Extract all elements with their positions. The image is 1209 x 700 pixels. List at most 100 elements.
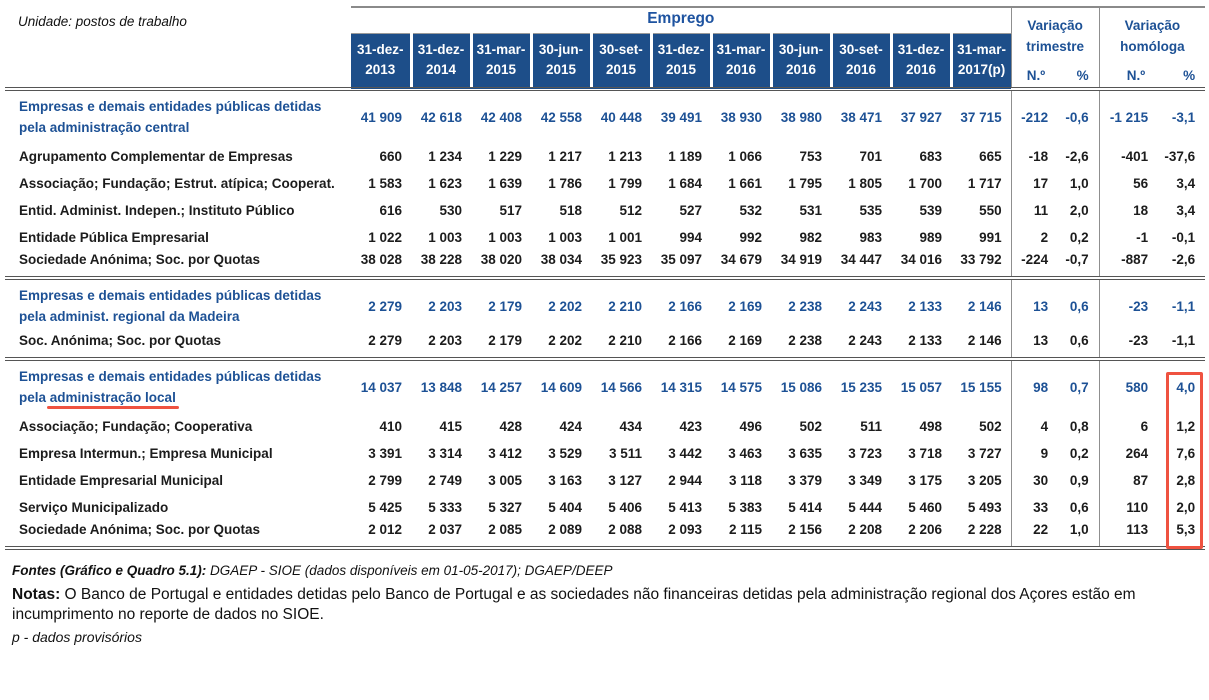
row-label-text: Empresas e demais entidades públicas det… bbox=[19, 369, 322, 405]
employment-value-cell: 616 bbox=[379, 203, 402, 218]
quarter-pct-cell: 0,6 bbox=[1069, 333, 1089, 348]
employment-value-cell: 2 169 bbox=[728, 333, 762, 348]
employment-value-cell: 3 718 bbox=[908, 446, 942, 461]
row-label: Sociedade Anónima; Soc. por Quotas bbox=[19, 522, 261, 537]
row-label: Soc. Anónima; Soc. por Quotas bbox=[19, 333, 222, 348]
quarter-pct-header: % bbox=[1057, 63, 1100, 91]
employment-value-cell: 34 016 bbox=[900, 252, 942, 267]
period-header-line: 2015 bbox=[665, 62, 697, 78]
employment-value-cell: 5 333 bbox=[428, 500, 462, 515]
employment-value-cell: 3 463 bbox=[728, 446, 762, 461]
employment-value-cell: 983 bbox=[859, 230, 882, 245]
employment-value-cell: 2 799 bbox=[368, 473, 402, 488]
variation-yoy-line2: homóloga bbox=[1120, 38, 1185, 54]
employment-value-cell: 512 bbox=[619, 203, 642, 218]
yoy-pct-cell: 4,0 bbox=[1157, 357, 1206, 413]
employment-value-cell: 423 bbox=[679, 419, 702, 434]
label-column-header bbox=[5, 7, 351, 91]
employment-value-cell: 410 bbox=[379, 419, 402, 434]
table-body: Empresas e demais entidades públicas det… bbox=[5, 87, 1206, 548]
employment-value-cell: 498 bbox=[919, 419, 942, 434]
yoy-n-cell: 264 bbox=[1098, 440, 1158, 467]
employment-value-cell: 2 085 bbox=[488, 522, 522, 537]
notes-label: Notas: bbox=[12, 586, 61, 603]
period-header-line: 31-mar- bbox=[957, 42, 1006, 58]
employment-value-cell: 991 bbox=[979, 230, 1002, 245]
yoy-n-cell: 580 bbox=[1098, 357, 1158, 413]
quarter-pct-cell: 0,7 bbox=[1057, 357, 1100, 413]
row-label: Empresas e demais entidades públicas det… bbox=[5, 357, 351, 413]
employment-value-cell: 5 414 bbox=[788, 500, 822, 515]
quarter-n-cell: 9 bbox=[1010, 440, 1058, 467]
employment-value-cell: 1 189 bbox=[668, 149, 702, 164]
sources-text: DGAEP - SIOE (dados disponíveis em 01-05… bbox=[206, 563, 613, 578]
employment-value-cell: 428 bbox=[499, 419, 522, 434]
employment-value-cell: 5 406 bbox=[608, 500, 642, 515]
data-row: Agrupamento Complementar de Empresas 660 1… bbox=[5, 143, 1205, 170]
employment-value-cell: 665 bbox=[979, 149, 1002, 164]
quarter-n-cell: 13 bbox=[1010, 332, 1058, 359]
yoy-n-cell: -23 bbox=[1098, 332, 1158, 359]
employment-value-cell: 1 229 bbox=[488, 149, 522, 164]
employment-value-cell: 2 944 bbox=[668, 473, 702, 488]
yoy-n-cell: -1 bbox=[1098, 224, 1158, 251]
employment-value-cell: 1 717 bbox=[967, 176, 1002, 191]
employment-value-cell: 2 203 bbox=[411, 276, 471, 332]
yoy-n-cell: 56 bbox=[1098, 170, 1158, 197]
employment-value-cell: 1 639 bbox=[488, 176, 522, 191]
period-header-line: 31-dez- bbox=[417, 42, 465, 58]
period-header-line: 2017(p) bbox=[957, 62, 1006, 78]
employment-value-cell: 539 bbox=[919, 203, 942, 218]
section-header-row: Empresas e demais entidades públicas det… bbox=[5, 357, 1206, 413]
employment-value-cell: 2 115 bbox=[728, 522, 762, 537]
employment-value-cell: 502 bbox=[799, 419, 822, 434]
employment-value-cell: 1 066 bbox=[728, 149, 762, 164]
employment-value-cell: 2 228 bbox=[967, 522, 1002, 537]
period-header-line: 31-mar- bbox=[476, 42, 526, 58]
quarter-pct-cell: 0,6 bbox=[1069, 500, 1089, 515]
employment-value-cell: 2 089 bbox=[548, 522, 582, 537]
quarter-n-cell: 11 bbox=[1010, 197, 1058, 224]
employment-value-cell: 42 408 bbox=[471, 87, 531, 143]
yoy-pct-cell: 3,4 bbox=[1176, 203, 1196, 218]
employment-value-cell: 13 848 bbox=[411, 357, 471, 413]
quarter-n-cell: -212 bbox=[1010, 87, 1058, 143]
employment-value-cell: 14 566 bbox=[591, 357, 651, 413]
employment-value-cell: 1 700 bbox=[908, 176, 942, 191]
employment-value-cell: 1 583 bbox=[368, 176, 402, 191]
employment-value-cell: 3 118 bbox=[728, 473, 762, 488]
quarter-n-cell: 2 bbox=[1010, 224, 1058, 251]
period-header-line: 30-set- bbox=[839, 42, 883, 58]
quarter-n-cell: -18 bbox=[1010, 143, 1058, 170]
employment-value-cell: 2 179 bbox=[471, 276, 531, 332]
employment-value-cell: 5 460 bbox=[908, 500, 942, 515]
employment-value-cell: 3 529 bbox=[548, 446, 582, 461]
period-header-cell: 31-dez- 2013 bbox=[351, 33, 413, 91]
employment-value-cell: 15 155 bbox=[951, 357, 1012, 413]
quarter-n-cell: 30 bbox=[1010, 467, 1058, 494]
employment-value-cell: 37 715 bbox=[951, 87, 1012, 143]
variation-quarter-line2: trimestre bbox=[1026, 38, 1085, 54]
data-row: Entid. Administ. Indepen.; Instituto Púb… bbox=[5, 197, 1205, 224]
yoy-pct-cell: 1,2 bbox=[1176, 419, 1196, 434]
employment-value-cell: 5 444 bbox=[848, 500, 882, 515]
period-header-cell: 31-dez- 2015 bbox=[651, 33, 713, 91]
quarter-pct-cell: -0,6 bbox=[1057, 87, 1100, 143]
employment-value-cell: 2 279 bbox=[368, 333, 402, 348]
period-header-cell: 30-set- 2015 bbox=[591, 33, 653, 91]
row-label: Entid. Administ. Indepen.; Instituto Púb… bbox=[19, 203, 295, 218]
notes-text: O Banco de Portugal e entidades detidas … bbox=[12, 586, 1136, 624]
period-header-line: 2016 bbox=[785, 62, 817, 78]
provisional-note: p - dados provisórios bbox=[12, 628, 142, 645]
period-header-cell: 30-jun- 2016 bbox=[771, 33, 833, 91]
employment-value-cell: 532 bbox=[739, 203, 762, 218]
employment-value-cell: 518 bbox=[559, 203, 582, 218]
period-header-cell: 31-mar- 2017(p) bbox=[951, 33, 1012, 91]
employment-value-cell: 38 471 bbox=[831, 87, 891, 143]
period-header-line: 2014 bbox=[425, 62, 457, 78]
data-row: Serviço Municipalizado 5 425 5 333 5 327 5 4… bbox=[5, 494, 1205, 521]
row-label: Empresas e demais entidades públicas det… bbox=[5, 87, 351, 143]
employment-value-cell: 3 442 bbox=[668, 446, 702, 461]
yoy-n-cell: -887 bbox=[1098, 251, 1158, 278]
yoy-n-cell: 6 bbox=[1098, 413, 1158, 440]
